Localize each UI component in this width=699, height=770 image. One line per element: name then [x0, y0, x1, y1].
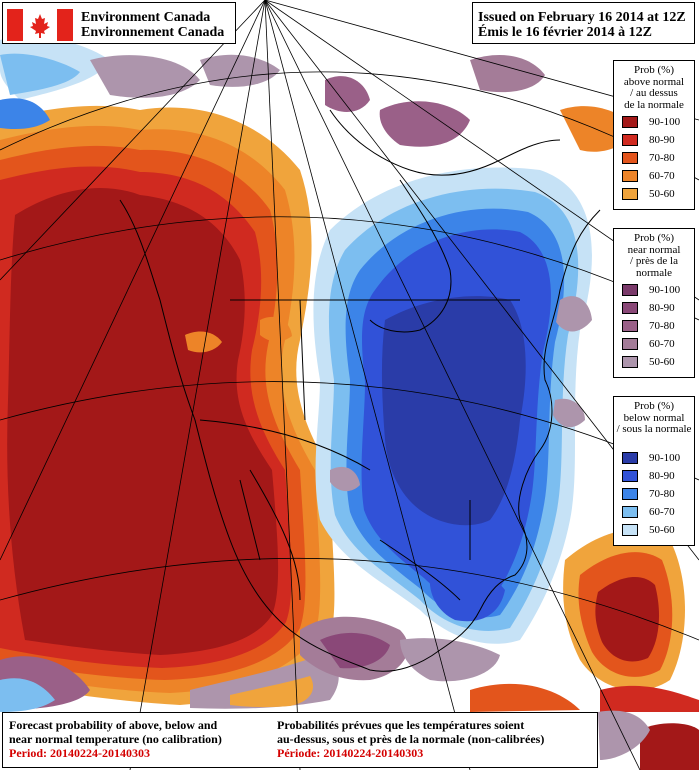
legend-swatch	[622, 134, 638, 146]
legend-label: 50-60	[649, 356, 675, 368]
legend-item: 50-60	[622, 353, 680, 371]
legend-title: Prob (%) above normal / au dessus de la …	[614, 61, 694, 111]
coastlines	[119, 109, 601, 672]
legend-title-line: near normal	[627, 243, 681, 256]
legend-title: Prob (%) near normal / près de la normal…	[614, 229, 694, 279]
legend-label: 70-80	[649, 488, 675, 500]
legend-label: 70-80	[649, 320, 675, 332]
caption-fr-line: au-dessus, sous et près de la normale (n…	[277, 732, 545, 746]
legend-item: 90-100	[622, 281, 680, 299]
legend-label: 80-90	[649, 302, 675, 314]
legend-title: Prob (%) below normal / sous la normale	[614, 397, 694, 436]
legend-swatch	[622, 152, 638, 164]
legend-swatch	[622, 188, 638, 200]
legend-item: 50-60	[622, 185, 680, 203]
caption-fr-line: Probabilités prévues que les température…	[277, 718, 525, 732]
agency-name-en: Environment Canada	[81, 10, 211, 25]
legend-near-normal: Prob (%) near normal / près de la normal…	[613, 228, 695, 378]
legend-label: 50-60	[649, 188, 675, 200]
legend-swatch	[622, 488, 638, 500]
issued-date-fr: Émis le 16 février 2014 à 12Z	[478, 25, 652, 40]
legend-item: 70-80	[622, 317, 680, 335]
legend-below-normal: Prob (%) below normal / sous la normale …	[613, 396, 695, 546]
legend-swatch	[622, 116, 638, 128]
legend-label: 50-60	[649, 524, 675, 536]
legend-title-line: above normal	[623, 75, 685, 88]
north-pacific-region	[0, 36, 280, 130]
legend-swatch	[622, 470, 638, 482]
legend-item: 80-90	[622, 131, 680, 149]
legend-label: 90-100	[649, 284, 681, 296]
legend-label: 90-100	[649, 116, 681, 128]
issued-box: Issued on February 16 2014 at 12Z Émis l…	[472, 2, 695, 44]
legend-swatch	[622, 356, 638, 368]
issued-date-en: Issued on February 16 2014 at 12Z	[478, 10, 686, 25]
above-normal-region	[0, 105, 335, 706]
near-normal-region	[300, 55, 592, 682]
legend-title-line: / près de la	[630, 255, 678, 267]
period-fr: Période: 20140224-20140303	[277, 746, 424, 760]
legend-item: 90-100	[622, 113, 680, 131]
legend-title-line: Prob (%)	[633, 400, 675, 412]
atlantic-above-region	[470, 106, 699, 770]
legend-title-line: Prob (%)	[633, 232, 675, 244]
legend-title-line: de la normale	[624, 98, 684, 111]
legend-item: 70-80	[622, 485, 680, 503]
legend-item: 60-70	[622, 503, 680, 521]
legend-label: 60-70	[649, 170, 675, 182]
legend-above-normal: Prob (%) above normal / au dessus de la …	[613, 60, 695, 210]
legend-swatch	[622, 506, 638, 518]
legend-item: 90-100	[622, 449, 680, 467]
legend-item: 80-90	[622, 467, 680, 485]
legend-item: 70-80	[622, 149, 680, 167]
canada-flag-icon	[7, 9, 73, 41]
legend-swatch	[622, 284, 638, 296]
legend-title-line: normale	[635, 266, 673, 279]
legend-item: 60-70	[622, 167, 680, 185]
period-en: Period: 20140224-20140303	[9, 746, 150, 760]
legend-label: 70-80	[649, 152, 675, 164]
legend-swatch	[622, 320, 638, 332]
legend-label: 80-90	[649, 134, 675, 146]
legend-swatch	[622, 524, 638, 536]
caption-en: Forecast probability of above, below and…	[9, 718, 274, 760]
legend-title-line: below normal	[623, 411, 685, 424]
caption-box: Forecast probability of above, below and…	[2, 712, 598, 768]
legend-label: 60-70	[649, 338, 675, 350]
legend-title-line: Prob (%)	[633, 64, 675, 76]
legend-label: 80-90	[649, 470, 675, 482]
legend-swatch	[622, 338, 638, 350]
legend-swatch	[622, 302, 638, 314]
caption-en-line: near normal temperature (no calibration)	[9, 732, 222, 746]
legend-swatch	[622, 170, 638, 182]
legend-swatch	[622, 452, 638, 464]
pacific-south-region	[0, 655, 339, 712]
legend-label: 60-70	[649, 506, 675, 518]
agency-logo-box: Environment Canada Environnement Canada	[2, 2, 236, 44]
legend-item: 80-90	[622, 299, 680, 317]
legend-title-line: / sous la normale	[616, 423, 692, 435]
legend-title-line: / au dessus	[630, 87, 678, 99]
legend-item: 50-60	[622, 521, 680, 539]
legend-item: 60-70	[622, 335, 680, 353]
caption-en-line: Forecast probability of above, below and	[9, 718, 218, 732]
legend-label: 90-100	[649, 452, 681, 464]
caption-fr: Probabilités prévues que les température…	[277, 718, 595, 760]
agency-name-fr: Environnement Canada	[81, 25, 225, 40]
